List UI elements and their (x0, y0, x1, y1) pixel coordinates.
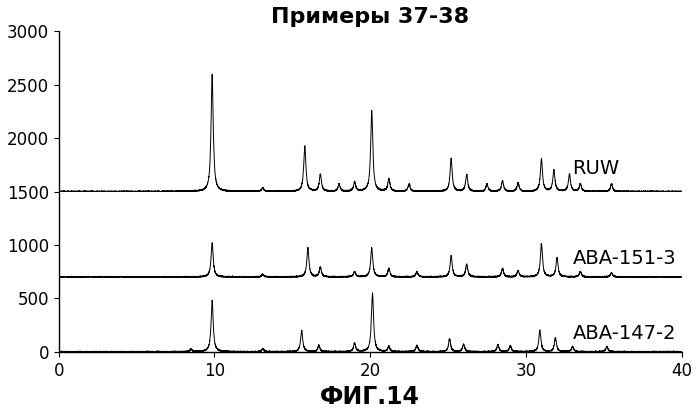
X-axis label: ФИГ.14: ФИГ.14 (320, 385, 420, 409)
Title: Примеры 37-38: Примеры 37-38 (271, 7, 469, 27)
Text: RUW: RUW (572, 158, 620, 178)
Text: ABA-151-3: ABA-151-3 (572, 250, 676, 268)
Text: ABA-147-2: ABA-147-2 (572, 324, 676, 343)
